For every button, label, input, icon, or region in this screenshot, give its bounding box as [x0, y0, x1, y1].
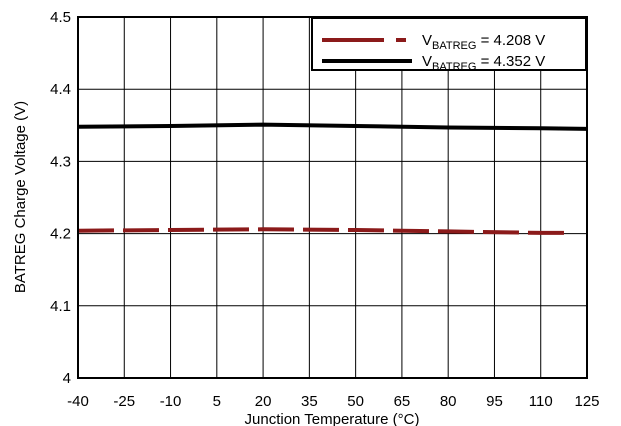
y-axis-title: BATREG Charge Voltage (V)	[12, 101, 29, 293]
x-tick-label: 80	[440, 393, 457, 410]
y-tick-label: 4.5	[50, 9, 71, 26]
y-axis-ticks: 4 4.1 4.2 4.3 4.4 4.5	[50, 9, 71, 387]
y-tick-label: 4	[63, 370, 71, 387]
y-tick-label: 4.4	[50, 81, 71, 98]
x-tick-label: 125	[574, 393, 599, 410]
x-tick-label: 95	[486, 393, 503, 410]
x-tick-label: 35	[301, 393, 318, 410]
series-lines	[77, 122, 588, 235]
plot-background	[78, 17, 587, 378]
x-tick-label: -10	[160, 393, 182, 410]
legend-label-0: VBATREG = 4.208 V	[422, 32, 545, 52]
x-tick-label: -40	[67, 393, 89, 410]
x-tick-label: 110	[529, 393, 553, 410]
y-tick-label: 4.1	[50, 298, 71, 315]
legend-label-1: VBATREG = 4.352 V	[422, 53, 545, 73]
y-tick-label: 4.2	[50, 226, 71, 243]
x-tick-label: 5	[213, 393, 221, 410]
grid	[78, 17, 587, 378]
x-tick-label: 65	[394, 393, 411, 410]
y-tick-label: 4.3	[50, 153, 71, 170]
x-tick-label: -25	[113, 393, 135, 410]
x-tick-label: 50	[347, 393, 364, 410]
x-axis-ticks: -40 -25 -10 5 20 35 50 65 80 95 110 125	[67, 393, 599, 410]
x-axis-title: Junction Temperature (°C)	[245, 411, 420, 426]
series-line-0	[77, 227, 569, 235]
x-tick-label: 20	[255, 393, 272, 410]
series-line-1	[77, 122, 588, 131]
